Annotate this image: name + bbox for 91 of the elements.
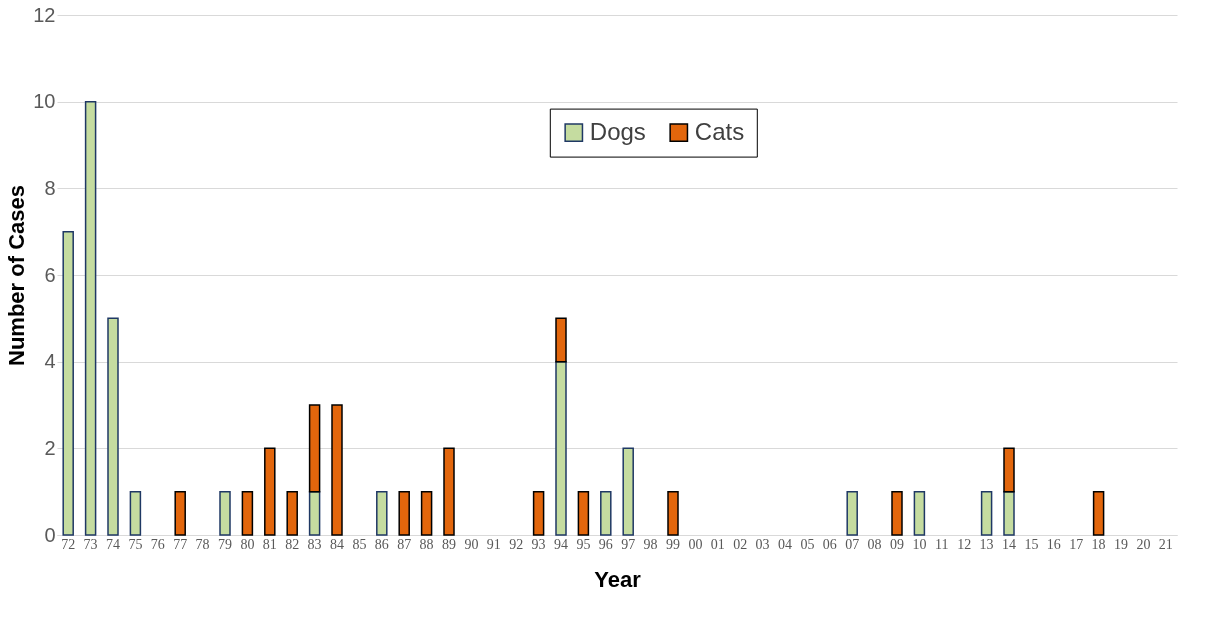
- x-tick-label: 75: [128, 536, 143, 552]
- x-tick-label: 17: [1069, 536, 1084, 552]
- legend-label: Dogs: [589, 117, 646, 145]
- bar: [555, 360, 567, 536]
- bar: [420, 490, 433, 536]
- bar: [174, 490, 186, 536]
- x-tick-label: 14: [1002, 536, 1016, 552]
- bar: [846, 490, 858, 536]
- x-tick-label: 79: [218, 536, 232, 552]
- bar: [667, 490, 679, 536]
- y-tick-label: 10: [33, 90, 56, 113]
- x-tick-label: 20: [1136, 536, 1151, 552]
- x-tick-label: 81: [262, 536, 277, 552]
- bar: [308, 490, 321, 536]
- y-tick-label: 2: [44, 436, 56, 459]
- y-tick-label: 8: [44, 176, 56, 199]
- x-tick-label: 93: [531, 536, 546, 552]
- bar: [398, 490, 410, 536]
- y-tick-label: 6: [44, 263, 56, 286]
- bar: [308, 404, 321, 493]
- bar: [241, 490, 254, 536]
- x-tick-label: 92: [509, 536, 524, 552]
- x-tick-label: 76: [150, 536, 165, 552]
- x-tick-label: 12: [957, 536, 972, 552]
- bar: [980, 490, 993, 536]
- bar: [532, 490, 545, 536]
- x-tick-label: 72: [61, 536, 76, 552]
- bar: [1003, 447, 1015, 493]
- bar: [219, 490, 231, 536]
- x-tick-label: 00: [688, 536, 703, 552]
- x-tick-label: 95: [576, 536, 591, 552]
- x-tick-label: 04: [778, 536, 792, 552]
- x-tick-label: 94: [554, 536, 568, 552]
- bar: [913, 490, 926, 536]
- y-axis-title: Number of Cases: [4, 185, 30, 366]
- x-tick-label: 87: [397, 536, 412, 552]
- x-tick-label: 05: [800, 536, 815, 552]
- x-tick-label: 90: [464, 536, 479, 552]
- bar: [555, 317, 567, 363]
- x-tick-label: 74: [106, 536, 120, 552]
- bar: [84, 100, 97, 536]
- x-tick-label: 82: [285, 536, 300, 552]
- bar: [62, 230, 74, 536]
- x-tick-label: 10: [912, 536, 927, 552]
- bar: [1003, 490, 1015, 536]
- x-tick-label: 88: [419, 536, 434, 552]
- x-tick-label: 03: [755, 536, 770, 552]
- x-tick-label: 73: [83, 536, 98, 552]
- x-axis-title: Year: [594, 566, 642, 592]
- bar: [600, 490, 612, 536]
- x-tick-label: 15: [1024, 536, 1039, 552]
- bar: [264, 447, 276, 536]
- x-tick-label: 83: [307, 536, 322, 552]
- x-tick-label: 84: [330, 536, 344, 552]
- bar: [331, 404, 343, 536]
- y-tick-label: 12: [33, 3, 56, 26]
- x-tick-label: 19: [1114, 536, 1128, 552]
- y-tick-label: 0: [44, 523, 56, 546]
- x-tick-label: 11: [935, 536, 949, 552]
- x-tick-label: 86: [374, 536, 389, 552]
- x-tick-label: 18: [1091, 536, 1106, 552]
- x-tick-label: 02: [733, 536, 748, 552]
- x-tick-label: 77: [173, 536, 188, 552]
- x-tick-label: 16: [1046, 536, 1061, 552]
- x-tick-label: 89: [442, 536, 456, 552]
- x-tick-label: 96: [598, 536, 613, 552]
- x-tick-label: 13: [979, 536, 994, 552]
- bar: [1092, 490, 1105, 536]
- bar: [286, 490, 298, 536]
- bar: [443, 447, 455, 536]
- x-tick-label: 01: [710, 536, 725, 552]
- x-tick-label: 91: [486, 536, 501, 552]
- y-tick-label: 4: [44, 350, 56, 373]
- bar: [577, 490, 590, 536]
- bar: [107, 317, 119, 536]
- bar: [376, 490, 388, 536]
- x-tick-label: 97: [621, 536, 636, 552]
- x-tick-label: 08: [867, 536, 882, 552]
- legend-label: Cats: [694, 117, 745, 145]
- x-tick-label: 09: [890, 536, 904, 552]
- x-tick-label: 06: [822, 536, 837, 552]
- x-tick-label: 85: [352, 536, 367, 552]
- bar: [891, 490, 903, 536]
- x-tick-label: 21: [1158, 536, 1173, 552]
- x-tick-label: 98: [643, 536, 658, 552]
- x-tick-label: 78: [195, 536, 210, 552]
- x-tick-label: 99: [666, 536, 680, 552]
- bar: [129, 490, 142, 536]
- bar: [622, 447, 634, 536]
- x-tick-label: 80: [240, 536, 255, 552]
- x-tick-label: 07: [845, 536, 860, 552]
